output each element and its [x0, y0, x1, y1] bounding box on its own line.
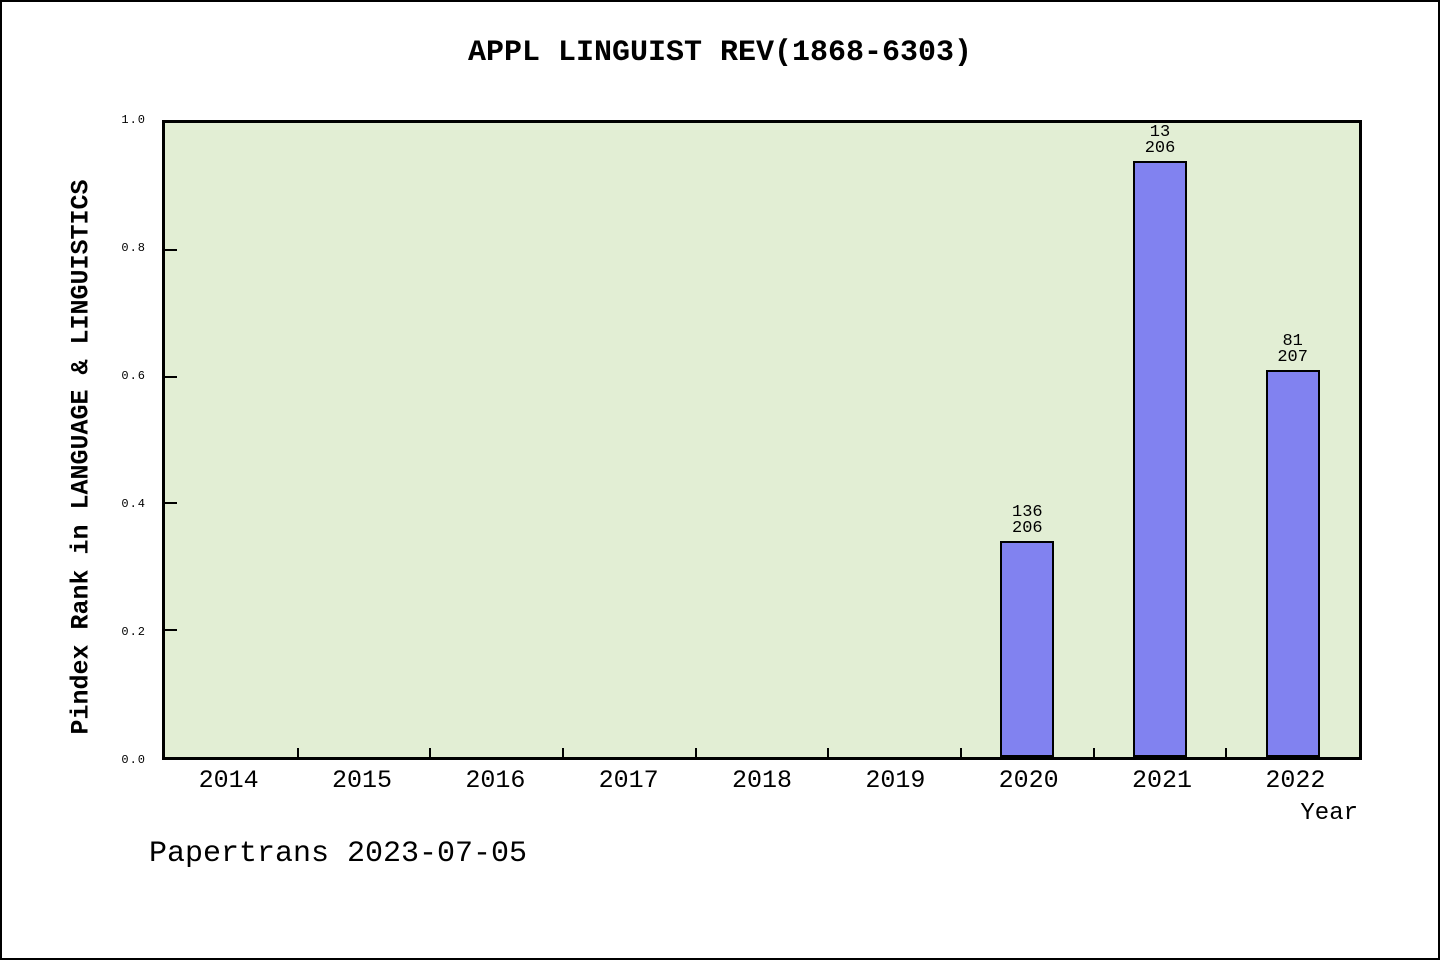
x-axis-tick	[429, 748, 432, 757]
bar	[1000, 541, 1055, 757]
x-tick-label: 2015	[331, 766, 393, 795]
bar-label-rank: 136	[1012, 503, 1043, 523]
chart-title: APPL LINGUIST REV(1868-6303)	[467, 36, 973, 70]
bar	[1133, 161, 1187, 757]
bar-group: 136 206	[1000, 123, 1055, 757]
x-axis-tick	[827, 748, 830, 757]
bar-label: 81 207	[1248, 332, 1338, 368]
x-axis-tick	[960, 748, 962, 757]
bar-label-total: 206	[1144, 139, 1176, 159]
y-axis-tick	[165, 375, 177, 378]
y-tick-label: 0.6	[121, 369, 146, 383]
x-tick-label: 2018	[731, 766, 793, 795]
plot-area: 136 206 13 206 81 207	[162, 120, 1362, 760]
y-axis-tick	[165, 629, 177, 632]
x-tick-label: 2022	[1265, 766, 1326, 795]
x-axis-tick	[694, 748, 697, 757]
x-axis-tick	[296, 748, 299, 757]
y-axis-tick	[165, 248, 177, 251]
x-axis-tick	[1092, 748, 1095, 757]
x-tick-label: 2019	[865, 766, 926, 795]
bar	[1265, 370, 1320, 757]
x-axis-title: Year	[1300, 800, 1358, 827]
x-tick-label: 2021	[1131, 766, 1193, 795]
y-axis-tick	[165, 502, 177, 505]
x-tick-label: 2017	[598, 766, 659, 795]
y-tick-label: 0.2	[121, 625, 146, 639]
x-tick-label: 2014	[198, 766, 259, 795]
bar-label-total: 206	[1012, 519, 1043, 539]
bar-label: 136 206	[982, 503, 1072, 539]
bar-group: 81 207	[1265, 123, 1320, 757]
footer-note: Papertrans 2023-07-05	[149, 837, 528, 871]
y-tick-labels: 1.0 0.8 0.6 0.4 0.2 0.0	[2, 113, 154, 767]
y-tick-label: 1.0	[121, 113, 146, 127]
x-tick-label: 2020	[998, 766, 1059, 795]
x-tick-labels: 2014 2015 2016 2017 2018 2019 2020 2021 …	[162, 766, 1362, 800]
y-tick-label: 0.8	[121, 241, 146, 255]
x-tick-label: 2016	[465, 766, 526, 795]
bar-label-rank: 81	[1282, 332, 1303, 352]
bar-label-total: 207	[1277, 348, 1308, 368]
bar-label-rank: 13	[1149, 123, 1171, 143]
y-tick-label: 0.0	[121, 753, 146, 767]
bar-group: 13 206	[1133, 123, 1187, 757]
x-axis-tick	[1225, 748, 1228, 757]
y-tick-label: 0.4	[121, 497, 146, 511]
x-axis-tick	[562, 748, 564, 757]
bar-label: 13 206	[1115, 123, 1205, 159]
